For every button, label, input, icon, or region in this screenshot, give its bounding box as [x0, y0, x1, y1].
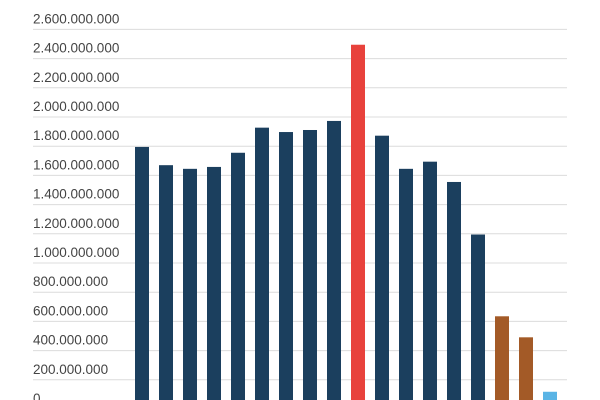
bar — [207, 166, 221, 400]
y-tick-label: 0 — [33, 391, 41, 400]
bar — [303, 129, 317, 400]
y-tick-label: 1.600.000.000 — [33, 157, 119, 172]
bar — [543, 391, 557, 400]
y-tick-label: 2.200.000.000 — [33, 70, 119, 85]
y-tick-label: 400.000.000 — [33, 333, 108, 348]
bar — [471, 234, 485, 400]
bar — [327, 120, 341, 400]
bar — [351, 44, 365, 400]
bar — [279, 132, 293, 400]
y-tick-label: 1.800.000.000 — [33, 128, 119, 143]
bar — [495, 316, 509, 400]
bar — [423, 161, 437, 400]
bar — [159, 165, 173, 400]
y-tick-label: 2.400.000.000 — [33, 41, 119, 56]
bar — [399, 168, 413, 400]
bar — [135, 146, 149, 400]
y-tick-label: 2.600.000.000 — [33, 11, 119, 26]
y-axis-ticks: 0 200.000.000 400.000.000 600.000.000 800.00… — [33, 11, 119, 400]
bars — [135, 44, 557, 400]
bar — [255, 127, 269, 400]
bar — [519, 337, 533, 400]
y-tick-label: 2.000.000.000 — [33, 99, 119, 114]
gridlines — [33, 28, 567, 381]
bar — [447, 181, 461, 400]
y-tick-label: 1.400.000.000 — [33, 187, 119, 202]
y-tick-label: 600.000.000 — [33, 303, 108, 318]
y-tick-label: 1.200.000.000 — [33, 216, 119, 231]
y-tick-label: 800.000.000 — [33, 274, 108, 289]
y-tick-label: 1.000.000.000 — [33, 245, 119, 260]
bar — [375, 135, 389, 400]
y-tick-label: 200.000.000 — [33, 362, 108, 377]
bar — [183, 168, 197, 400]
bar — [231, 152, 245, 400]
